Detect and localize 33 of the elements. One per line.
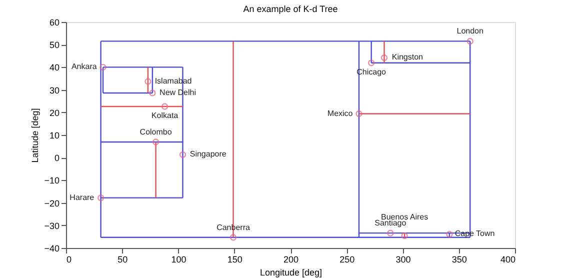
annotation: Singapore — [190, 150, 227, 159]
y-axis-title: Latitude [deg] — [30, 108, 40, 163]
annotation: Ankara — [71, 62, 98, 72]
y-tick-label: −30 — [44, 220, 60, 231]
y-tick-label: 0 — [54, 153, 60, 164]
annotation: Santiago — [374, 218, 407, 228]
annotation: Harare — [70, 192, 95, 202]
x-tick-label: 50 — [118, 254, 128, 264]
y-tick-label: 60 — [49, 18, 60, 28]
x-tick-label: 400 — [500, 254, 516, 264]
annotation: Kingston — [392, 52, 423, 62]
x-tick-label: 350 — [452, 254, 467, 264]
annotation: Mexico — [327, 108, 354, 118]
annotation: Buenos Aires — [380, 212, 428, 222]
y-tick-label: 50 — [49, 40, 60, 50]
y-tick-label: 20 — [49, 108, 60, 118]
chart-title: An example of K-d Tree — [243, 4, 338, 14]
y-tick-label: −40 — [44, 244, 60, 254]
y-tick-label: 10 — [49, 130, 60, 140]
x-axis-title: Longitude [deg] — [260, 268, 322, 278]
y-tick-label: 40 — [49, 62, 60, 73]
x-tick-label: 300 — [396, 254, 411, 264]
y-tick-label: −20 — [44, 198, 60, 208]
x-tick-label: 200 — [283, 254, 299, 264]
y-tick-label: −10 — [44, 176, 60, 186]
annotation: Kolkata — [151, 111, 179, 120]
x-tick-label: 250 — [340, 254, 355, 264]
annotation: London — [456, 26, 484, 36]
x-tick-label: 150 — [227, 254, 242, 264]
x-tick-label: 0 — [66, 254, 72, 264]
x-tick-label: 100 — [171, 254, 186, 264]
y-tick-label: 30 — [49, 85, 60, 96]
annotation: Colombo — [140, 128, 172, 137]
